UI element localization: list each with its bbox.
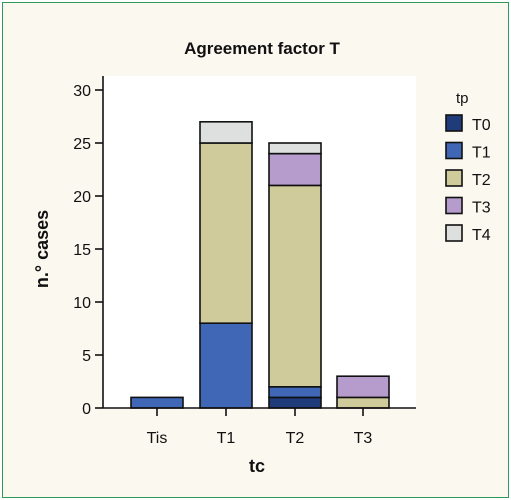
bar-segment-t2-t3 — [268, 152, 322, 187]
y-tick-label: 25 — [73, 136, 91, 153]
bar-segment-t1-t4 — [199, 121, 253, 144]
legend-swatch-t3 — [445, 196, 463, 215]
legend-label-t0: T0 — [472, 117, 491, 134]
legend-swatch-t4 — [445, 224, 463, 242]
x-tick-label: T3 — [354, 430, 373, 447]
y-tick-label: 30 — [73, 83, 91, 100]
legend-label-t4: T4 — [472, 227, 491, 244]
x-axis-label: tc — [249, 456, 265, 476]
y-tick-label: 0 — [82, 401, 91, 418]
chart-title: Agreement factor T — [184, 39, 340, 58]
legend-label-t2: T2 — [472, 172, 491, 189]
y-axis-label: n.° cases — [32, 210, 52, 288]
x-tick-label: Tis — [147, 430, 168, 447]
x-tick-label: T1 — [217, 430, 236, 447]
bar-segment-t1-t2 — [199, 142, 253, 324]
legend-label-t3: T3 — [472, 200, 491, 217]
legend: T0 T1 T2 T3 T4 — [445, 114, 491, 244]
legend-swatch-t0 — [445, 114, 463, 132]
bars-group — [130, 121, 390, 409]
legend-title: tp — [456, 90, 469, 107]
bar-segment-t1-t1 — [199, 322, 253, 409]
bar-segment-t2-t2 — [268, 184, 322, 388]
y-tick-label: 10 — [73, 295, 91, 312]
y-tick-label: 5 — [82, 348, 91, 365]
bar-segment-t2-t4 — [268, 142, 322, 155]
bar-segment-t3-t2 — [336, 396, 390, 409]
y-tick-label: 15 — [73, 242, 91, 259]
legend-swatch-t1 — [445, 141, 463, 160]
plot-area — [103, 76, 416, 408]
bar-segment-t2-t1 — [268, 385, 322, 399]
bar-segment-tis-t1 — [130, 396, 184, 409]
axes-group: 0 5 10 15 20 25 30 Tis T1 T2 T3 — [73, 76, 416, 447]
bar-segment-t2-t0 — [268, 396, 322, 409]
x-tick-label: T2 — [286, 430, 305, 447]
legend-label-t1: T1 — [472, 145, 491, 162]
legend-swatch-t2 — [445, 169, 463, 187]
y-tick-label: 20 — [73, 189, 91, 206]
bar-segment-t3-t3 — [336, 375, 390, 399]
